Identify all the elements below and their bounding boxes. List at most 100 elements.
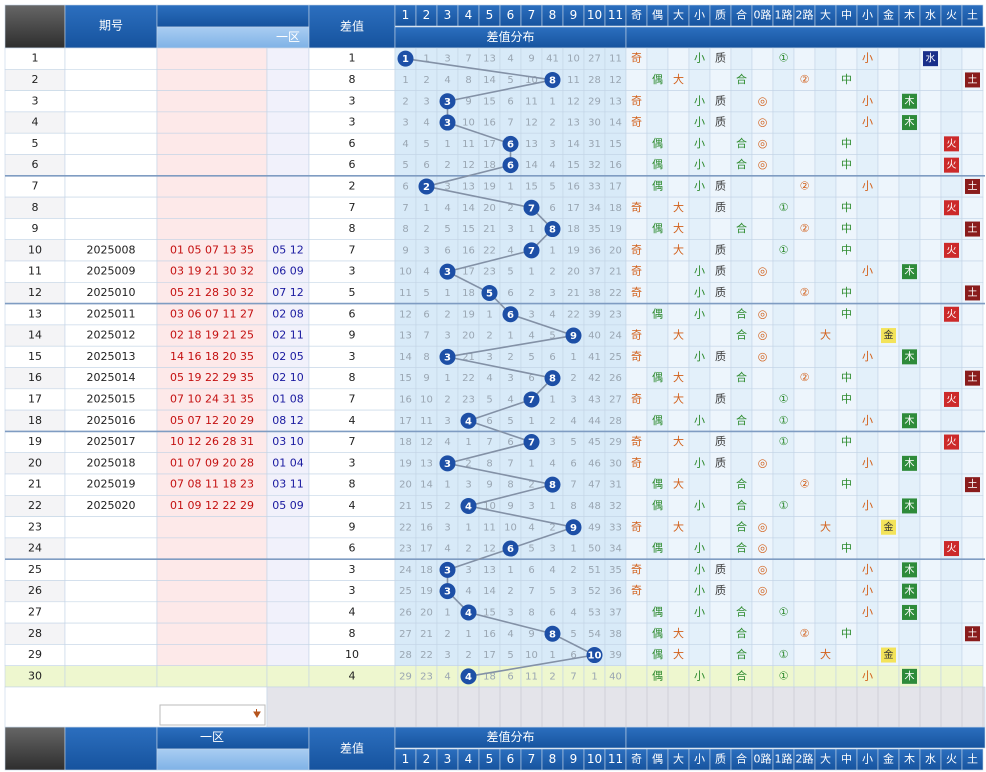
header-cell [961,748,984,771]
element-badge [902,413,917,429]
cell [625,367,648,390]
attribute-label: 合 [736,752,747,766]
cell [961,303,984,326]
cell [667,558,690,581]
attribute-value: 偶 [652,307,663,320]
attribute-value: 奇 [631,52,642,65]
cell [730,281,753,304]
hit-circle [502,157,519,174]
attribute-value: 小 [694,542,705,555]
attribute-value: 中 [841,392,852,405]
missing-count: 15 [525,181,538,192]
missing-count: 6 [423,160,429,171]
hit-circle [523,391,540,408]
cell [772,132,795,155]
cell [961,132,984,155]
attribute-value: 木 [905,500,915,512]
diff-value: 8 [349,371,356,384]
missing-count: 2 [465,544,471,555]
cell [793,431,816,453]
missing-count: 42 [588,373,601,384]
attribute-value: 合 [736,413,747,427]
element-badge [902,455,917,471]
attribute-value: 质 [715,286,726,299]
attribute-value: 火 [947,543,957,555]
cell [625,303,648,326]
element-badge [965,477,980,493]
front-numbers: 03 06 07 11 27 [170,307,254,320]
cell [940,409,963,432]
missing-count: 26 [399,607,412,618]
missing-count: 11 [483,522,496,533]
missing-count: 29 [588,96,601,107]
missing-count: 16 [483,118,496,129]
attribute-value: 小 [862,94,873,107]
missing-count: 4 [549,565,555,576]
missing-count: 23 [483,267,496,278]
hit-value: 7 [528,438,535,449]
element-badge [944,391,959,407]
cell [772,558,795,581]
missing-count: 11 [525,671,538,682]
cell [751,622,774,645]
cell [156,580,268,603]
issue: 2025017 [87,435,136,448]
cell [835,175,858,198]
cell [877,367,900,390]
hit-circle [460,668,477,685]
missing-count: 1 [570,352,576,363]
missing-count: 6 [486,416,492,427]
attribute-value: ◎ [758,542,768,555]
attribute-value: 合 [736,157,747,171]
cell [646,196,669,219]
cell [625,218,648,240]
missing-count: 8 [402,224,408,235]
missing-count: 7 [465,54,471,65]
element-badge [902,93,917,109]
header-cell [64,4,158,49]
cell [709,473,732,496]
attribute-value: ② [800,286,810,299]
missing-count: 13 [420,458,433,469]
attribute-value: 木 [905,670,915,682]
missing-count: 2 [444,160,450,171]
header-label: 差值分布 [486,729,534,744]
cell [814,494,837,517]
attribute-value: 偶 [652,478,663,491]
missing-count: 7 [423,331,429,342]
missing-count: 17 [483,650,496,661]
missing-count: 25 [609,352,622,363]
cell [919,90,942,113]
front-numbers: 14 16 18 20 35 [170,350,254,363]
missing-count: 27 [588,54,601,65]
diff-value: 7 [349,201,356,214]
attribute-value: 小 [862,584,873,597]
missing-count: 5 [507,75,513,86]
cell [688,644,711,667]
cell [625,665,648,688]
diff-value: 4 [349,669,356,682]
cell [709,537,732,560]
cell [898,367,921,390]
cell [856,154,879,177]
hit-value: 8 [549,629,556,640]
missing-count: 27 [399,629,412,640]
missing-count: 41 [546,54,559,65]
missing-count: 10 [525,650,538,661]
attribute-value: 偶 [652,605,663,618]
cell [730,47,753,70]
missing-count: 18 [483,160,496,171]
cell [919,367,942,390]
missing-count: 2 [549,416,555,427]
cell [751,431,774,453]
attribute-label: 偶 [652,9,663,22]
missing-count: 6 [528,373,534,384]
missing-count: 1 [549,394,555,405]
cell [709,644,732,667]
missing-count: 30 [588,118,601,129]
missing-count: 3 [402,118,408,129]
attribute-value: 小 [694,116,705,129]
element-badge [965,72,980,88]
hit-circle [460,604,477,621]
digit-label: 9 [570,8,578,22]
